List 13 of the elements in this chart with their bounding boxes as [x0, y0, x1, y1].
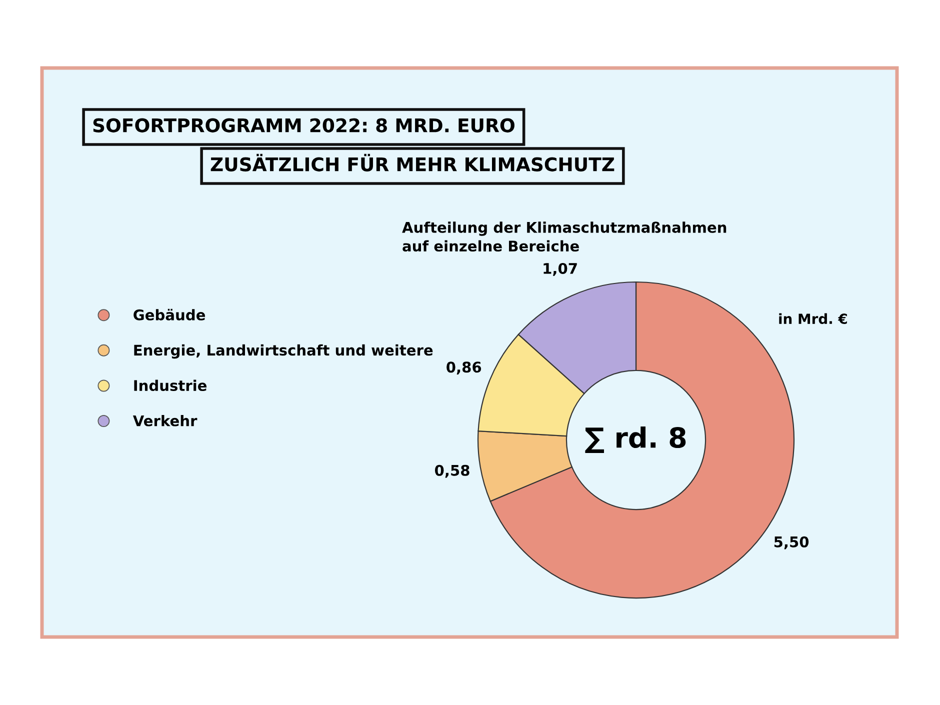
- data-label: 0,58: [434, 464, 470, 478]
- legend-label: Verkehr: [132, 415, 198, 426]
- chart-title: SOFORTPROGRAMM 2022: 8 MRD. EURO: [93, 118, 514, 132]
- legend-label: Gebäude: [134, 308, 206, 320]
- text: in Mrd. €: [779, 313, 847, 324]
- data-label: 1,07: [544, 262, 577, 276]
- data-label: 5,50: [774, 536, 809, 550]
- text: ∑ rd. 8: [585, 426, 686, 453]
- legend-label: Energie, Landwirtschaft und weitere: [134, 344, 433, 359]
- text: Aufteilung der Klimaschutzmaßnahmen auf einzelne Bereiche: [402, 222, 726, 252]
- legend-label: Industrie: [134, 380, 207, 392]
- chart-subtitle: ZUSÄTZLICH FÜR MEHR KLIMASCHUTZ: [210, 154, 614, 172]
- data-label: 0,86: [446, 362, 482, 374]
